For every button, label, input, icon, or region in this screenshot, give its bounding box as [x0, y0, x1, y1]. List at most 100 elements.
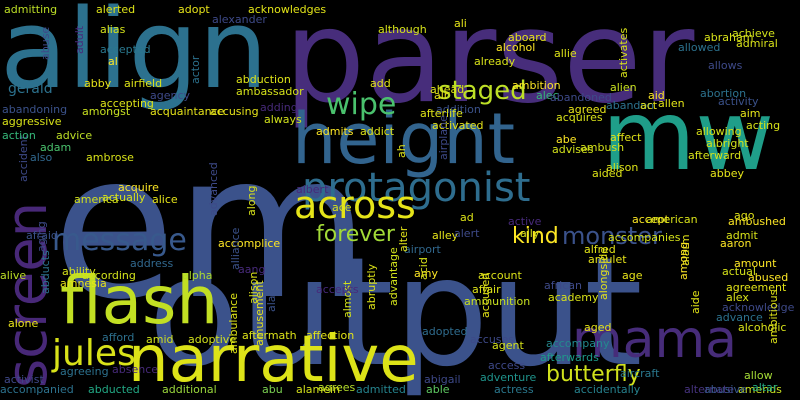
word-mw: mw — [602, 80, 775, 192]
word-mama: mama — [572, 310, 738, 370]
word-accepted: accepted — [100, 43, 151, 56]
word-admitting: admitting — [4, 3, 58, 16]
word-always: always — [264, 113, 302, 126]
word-air: air — [434, 89, 449, 102]
word-activity: activity — [718, 95, 759, 108]
word-ago: ago — [734, 209, 755, 222]
word-afterward: afterward — [688, 149, 742, 162]
word-abruptly: abruptly — [365, 263, 378, 310]
word-accompany: accompany — [546, 337, 610, 350]
word-abused: abused — [748, 271, 789, 284]
word-actress: actress — [494, 383, 534, 396]
word-abortion: abortion — [700, 87, 747, 100]
word-activated: activated — [432, 119, 484, 132]
word-affect: affect — [610, 131, 642, 144]
word-parser: parser — [284, 0, 695, 132]
word-actual: actual — [722, 265, 756, 278]
word-according: according — [82, 269, 136, 282]
word-adoptive: adoptive — [188, 333, 237, 346]
word-advises: advises — [552, 143, 594, 156]
word-agreement: agreement — [726, 281, 787, 294]
word-airport: airport — [404, 243, 441, 256]
word-abuse: abuse — [39, 26, 52, 60]
word-monster: monster — [562, 222, 662, 250]
word-amnesia: amnesia — [60, 277, 107, 290]
word-agent: agent — [492, 339, 524, 352]
word-alert: alert — [454, 227, 480, 240]
word-access: access — [488, 359, 526, 372]
word-activist: activist — [4, 373, 44, 386]
word-act: act — [640, 99, 658, 112]
word-america: america — [74, 193, 119, 206]
word-alpha: alpha — [182, 269, 213, 282]
word-wipe: wipe — [326, 87, 397, 122]
word-alec: alec — [536, 89, 559, 102]
word-aided: aided — [592, 167, 623, 180]
word-amulet: amulet — [588, 253, 627, 266]
word-output: output — [148, 226, 643, 400]
word-add: add — [370, 77, 391, 90]
word-abraham: abraham — [704, 31, 754, 44]
word-ambulance: ambulance — [227, 293, 240, 354]
word-abandoning: abandoning — [2, 103, 68, 116]
word-ambitious: ambitious — [767, 289, 780, 344]
word-staged: staged — [438, 76, 527, 106]
word-ambushed: ambushed — [728, 215, 786, 228]
word-amongst: amongst — [82, 105, 131, 118]
word-narrative: narrative — [128, 323, 419, 397]
word-gerald: gerald — [8, 81, 53, 97]
word-ally: ally — [520, 227, 540, 240]
word-accept: accept — [632, 213, 669, 226]
word-accident: accident — [17, 135, 30, 182]
word-admit: admit — [726, 229, 758, 242]
word-also: also — [30, 151, 53, 164]
word-ambrose: ambrose — [86, 151, 134, 164]
word-accompanied: accompanied — [0, 383, 74, 396]
word-abandoned: abandoned — [550, 91, 612, 104]
word-airfield: airfield — [124, 77, 163, 90]
word-butterfly: butterfly — [546, 362, 641, 387]
word-flash: flash — [60, 262, 219, 339]
word-alcohol: alcohol — [496, 41, 536, 54]
word-acquires: acquires — [556, 111, 603, 124]
word-additional: additional — [162, 383, 217, 396]
word-adventure: adventure — [480, 371, 537, 384]
word-alley: alley — [432, 229, 459, 242]
word-abigail: abigail — [424, 373, 461, 386]
word-afford: afford — [102, 331, 135, 344]
word-afraid: afraid — [26, 229, 58, 242]
word-ace: ace — [332, 201, 352, 214]
word-allows: allows — [708, 59, 743, 72]
word-abducted: abducted — [88, 383, 140, 396]
word-adult: adult — [73, 25, 86, 54]
word-abe: abe — [556, 133, 577, 146]
word-afterlife: afterlife — [420, 107, 463, 120]
word-actually: actually — [102, 191, 146, 204]
word-adopted: adopted — [422, 325, 468, 338]
word-absence: absence — [112, 363, 159, 376]
word-height: height — [292, 98, 516, 180]
word-alice: alice — [152, 193, 178, 206]
word-abandon: abandon — [606, 99, 655, 112]
word-allowed: allowed — [678, 41, 721, 54]
word-forever: forever — [316, 222, 395, 247]
word-alive: alive — [0, 269, 27, 282]
word-addition: addition — [436, 103, 481, 116]
word-amount: amount — [734, 257, 777, 270]
word-aaron: aaron — [720, 237, 752, 250]
word-across: across — [294, 183, 416, 227]
word-agency: agency — [150, 89, 191, 102]
word-kind: kind — [512, 224, 559, 249]
word-afterwards: afterwards — [540, 351, 599, 364]
word-adam: adam — [40, 141, 72, 154]
word-aged: aged — [584, 321, 612, 334]
word-aid: aid — [648, 89, 665, 102]
word-adding: adding — [260, 101, 298, 114]
word-acquaintance: acquaintance — [150, 105, 225, 118]
word-accidentally: accidentally — [574, 383, 641, 396]
word-abusive: abusive — [704, 383, 747, 396]
word-airplane: airplane — [437, 115, 450, 160]
word-affair: affair — [472, 283, 501, 296]
word-accepting: accepting — [100, 97, 154, 110]
word-active: active — [508, 215, 542, 228]
